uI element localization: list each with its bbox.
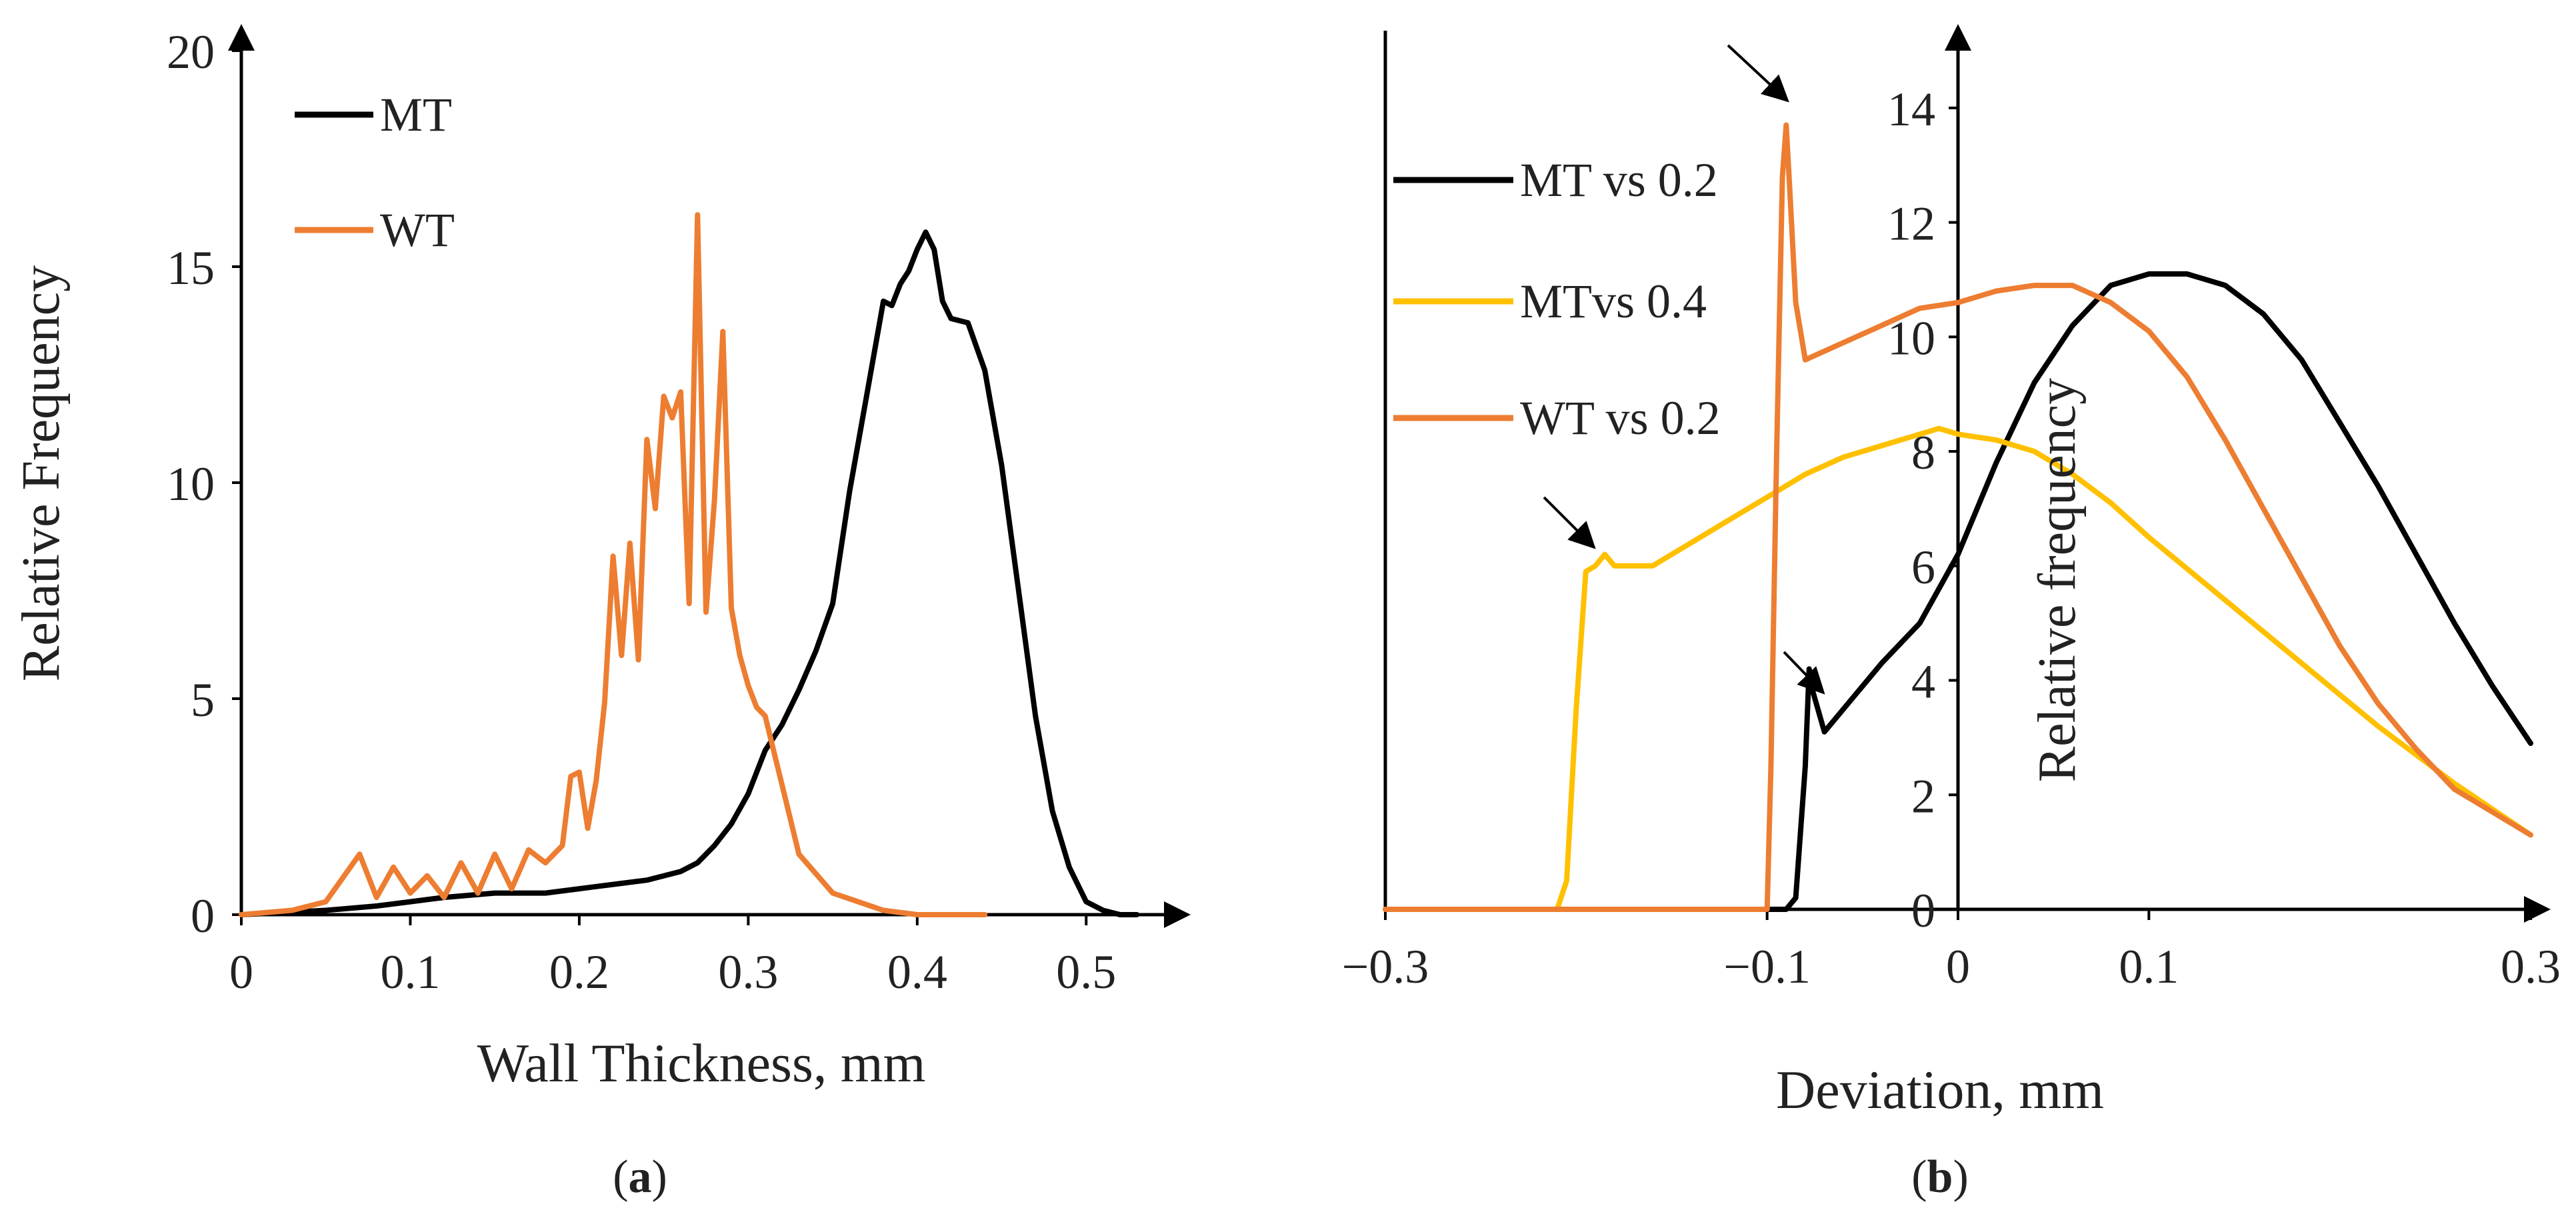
caption-a-close: ) bbox=[652, 1151, 667, 1203]
series-a bbox=[239, 212, 1140, 917]
y-ticks-a: 0 5 10 15 20 bbox=[167, 25, 241, 943]
axes-a bbox=[228, 24, 1191, 928]
y-axis-label-b: Relative frequency bbox=[2028, 378, 2087, 782]
y-tick-label: 12 bbox=[1887, 197, 1935, 251]
legend-a: MT WT bbox=[295, 88, 455, 257]
legend-b: MT vs 0.2 MTvs 0.4 WT vs 0.2 bbox=[1393, 153, 1721, 445]
y-tick-label: 0 bbox=[1911, 884, 1935, 937]
legend-label-mt-vs-02: MT vs 0.2 bbox=[1520, 153, 1718, 207]
y-tick-label: 15 bbox=[167, 241, 215, 295]
caption-a-letter: a bbox=[629, 1151, 652, 1203]
series-line-mtvs-0-4 bbox=[1383, 425, 2533, 912]
y-tick-label: 2 bbox=[1911, 769, 1935, 823]
x-tick-label: 0.5 bbox=[1056, 945, 1116, 999]
caption-a-open: ( bbox=[613, 1151, 628, 1203]
caption-b-open: ( bbox=[1911, 1151, 1927, 1203]
legend-label-mt: MT bbox=[380, 88, 452, 141]
x-tick-label: 0.2 bbox=[549, 945, 609, 999]
y-tick-label: 6 bbox=[1911, 541, 1935, 594]
x-axis-label-b: Deviation, mm bbox=[1776, 1059, 2104, 1120]
x-tick-label: 0.1 bbox=[2119, 940, 2179, 993]
series-line-wt bbox=[239, 212, 988, 917]
x-tick-label: 0 bbox=[1946, 940, 1970, 993]
x-tick-label: 0.4 bbox=[887, 945, 947, 999]
caption-b-close: ) bbox=[1953, 1151, 1968, 1203]
y-tick-label: 20 bbox=[167, 25, 215, 79]
x-tick-label: 0 bbox=[229, 945, 253, 999]
y-tick-label: 5 bbox=[191, 673, 215, 727]
x-tick-label: 0.3 bbox=[2501, 940, 2561, 993]
arrow-mt04-peak bbox=[1543, 496, 1596, 549]
legend-label-wt-vs-02: WT vs 0.2 bbox=[1520, 391, 1721, 445]
annotation-arrows-b bbox=[1543, 44, 1825, 695]
caption-a: (a) bbox=[613, 1151, 667, 1203]
y-tick-label: 14 bbox=[1887, 83, 1935, 136]
arrow-wt-peak bbox=[1727, 44, 1789, 103]
x-ticks-a: 0 0.1 0.2 0.3 0.4 0.5 bbox=[229, 915, 1116, 999]
legend-label-wt: WT bbox=[380, 203, 455, 257]
x-tick-label: −0.3 bbox=[1342, 940, 1429, 993]
x-ticks-b: −0.3 −0.1 0 0.1 0.3 bbox=[1342, 909, 2561, 993]
x-tick-label: 0.1 bbox=[380, 945, 440, 999]
y-tick-label: 10 bbox=[167, 457, 215, 511]
panel-a: 0 5 10 15 20 0 0.1 0.2 0.3 0.4 0.5 Relative Frequ… bbox=[12, 24, 1191, 1203]
y-tick-label: 4 bbox=[1911, 655, 1935, 709]
legend-label-mt-vs-04: MTvs 0.4 bbox=[1520, 275, 1707, 328]
x-tick-label: 0.3 bbox=[718, 945, 778, 999]
series-line-wt-vs-0-2 bbox=[1383, 122, 2533, 912]
series-line-mt bbox=[239, 229, 1140, 917]
x-axis-label-a: Wall Thickness, mm bbox=[477, 1033, 926, 1093]
y-tick-label: 0 bbox=[191, 889, 215, 943]
arrow-mt02-peak bbox=[1783, 651, 1825, 695]
caption-b: (b) bbox=[1911, 1151, 1969, 1203]
y-axis-label-a: Relative Frequency bbox=[12, 265, 71, 681]
caption-b-letter: b bbox=[1927, 1151, 1953, 1203]
x-tick-label: −0.1 bbox=[1723, 940, 1811, 993]
